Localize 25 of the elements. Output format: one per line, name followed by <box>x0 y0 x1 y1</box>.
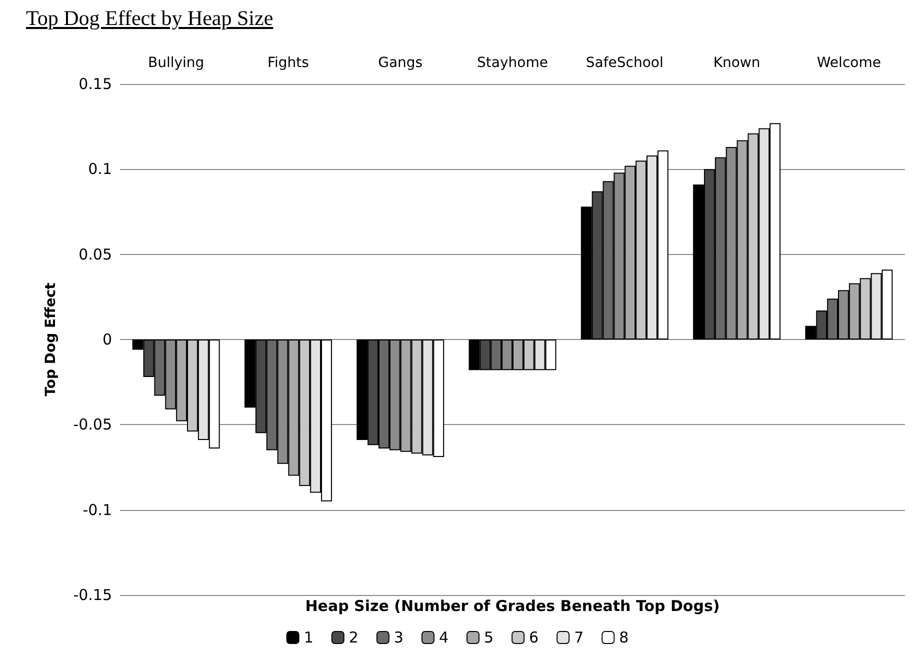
legend-label: 1 <box>304 628 314 646</box>
y-tick-label: -0.05 <box>73 416 112 434</box>
x-tick-label: Fights <box>267 55 309 71</box>
y-tick-label: 0.15 <box>78 75 112 93</box>
x-tick-label: SafeSchool <box>586 55 664 71</box>
x-tick-label: Welcome <box>816 55 881 71</box>
legend-label: 3 <box>394 628 404 646</box>
x-tick-label: Gangs <box>378 55 423 71</box>
y-tick-label: 0.05 <box>78 245 112 264</box>
legend-label: 8 <box>619 628 629 646</box>
x-tick-label: Bullying <box>148 55 204 71</box>
legend-label: 5 <box>484 628 494 646</box>
y-tick-label: -0.1 <box>82 500 112 519</box>
y-tick-label: 0.1 <box>88 160 112 178</box>
legend-label: 4 <box>438 628 449 646</box>
chart-title: Top Dog Effect by Heap Size <box>26 6 274 31</box>
legend-label: 6 <box>529 628 539 646</box>
x-axis-title: Heap Size (Number of Grades Beneath Top Dogs) <box>304 597 721 615</box>
y-tick-label: -0.15 <box>73 586 112 604</box>
legend-label: 2 <box>348 628 358 646</box>
x-tick-label: Known <box>713 55 760 71</box>
legend-label: 7 <box>574 628 584 646</box>
y-tick-label: 0 <box>102 330 112 348</box>
y-axis-title: Top Dog Effect <box>43 282 59 396</box>
x-tick-label: Stayhome <box>477 55 548 71</box>
